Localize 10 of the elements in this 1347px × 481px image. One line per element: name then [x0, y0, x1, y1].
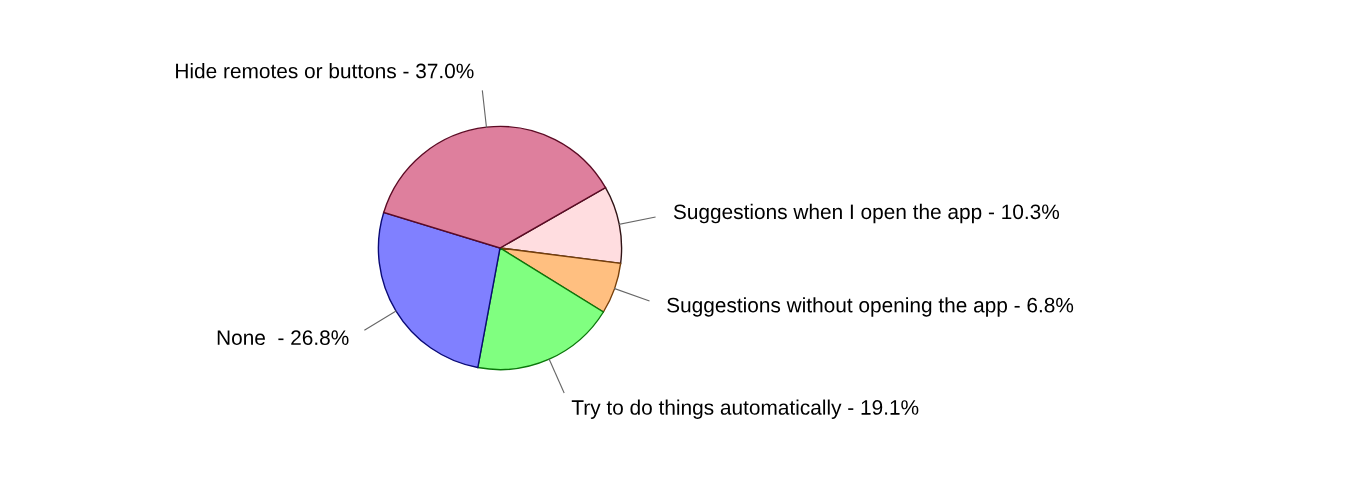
pie-slice: [499, 186, 623, 265]
pie-slice: [499, 247, 622, 313]
slice-label: Suggestions when I open the app - 10.3%: [673, 203, 1060, 224]
slice-label: Suggestions without opening the app - 6.8%: [667, 297, 1074, 317]
pie-slice: [477, 247, 605, 371]
pie-slice: [377, 211, 501, 369]
slice-label: Try to do things automatically - 19.1%: [571, 399, 919, 419]
slice-label: Hide remotes or buttons - 37.0%: [176, 63, 474, 79]
slice-label: None - 26.8%: [217, 330, 349, 346]
pie-slice: [383, 125, 607, 249]
